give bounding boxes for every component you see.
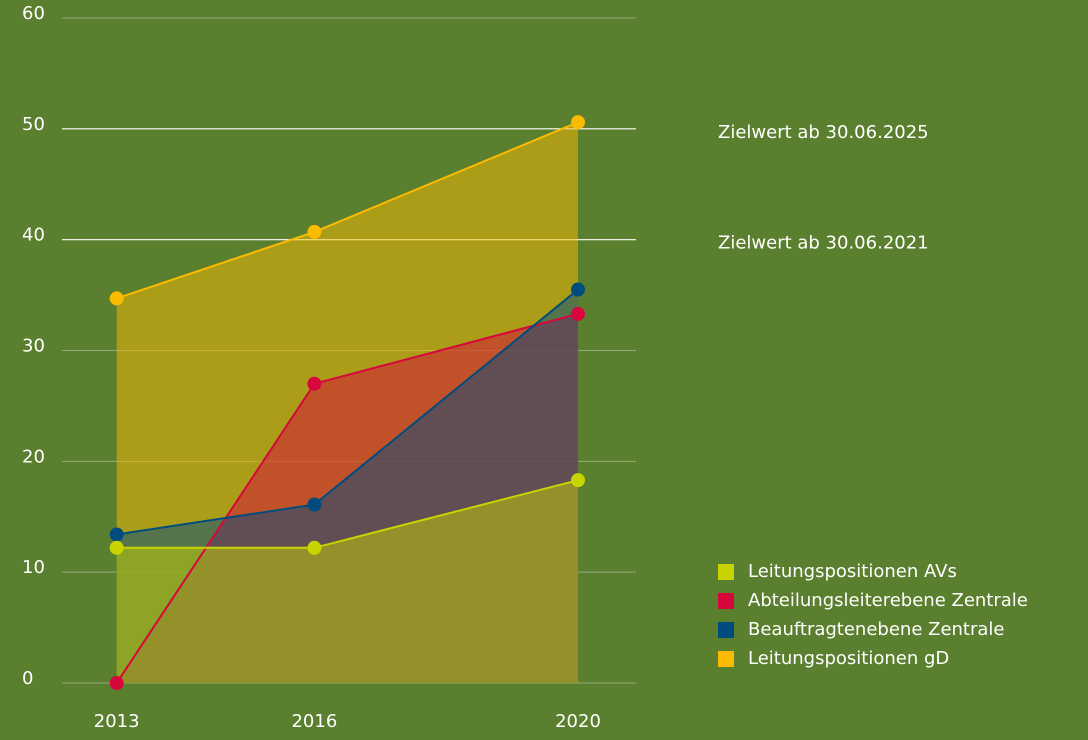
x-tick-label: 2020: [555, 711, 601, 732]
reference-label: Zielwert ab 30.06.2025: [718, 122, 929, 143]
reference-label: Zielwert ab 30.06.2021: [718, 233, 929, 254]
marker: [571, 306, 586, 321]
legend-label: Leitungspositionen gD: [748, 648, 949, 669]
x-tick-label: 2013: [94, 711, 140, 732]
marker: [307, 376, 322, 391]
marker: [307, 497, 322, 512]
marker: [571, 282, 586, 297]
y-tick-label: 20: [22, 446, 45, 467]
legend-label: Abteilungsleiterebene Zentrale: [748, 590, 1028, 611]
marker: [571, 115, 586, 130]
legend-swatch: [718, 622, 734, 638]
legend-label: Beauftragtenebene Zentrale: [748, 619, 1005, 640]
y-tick-label: 60: [22, 3, 45, 24]
marker: [307, 224, 322, 239]
x-tick-label: 2016: [291, 711, 337, 732]
marker: [571, 473, 586, 488]
legend-label: Leitungspositionen AVs: [748, 561, 957, 582]
marker: [307, 540, 322, 555]
legend-swatch: [718, 564, 734, 580]
legend-swatch: [718, 593, 734, 609]
marker: [109, 540, 124, 555]
marker: [109, 676, 124, 690]
y-tick-label: 50: [22, 114, 45, 135]
y-tick-label: 0: [22, 668, 33, 689]
marker: [109, 291, 124, 306]
marker: [109, 527, 124, 542]
legend-swatch: [718, 651, 734, 667]
y-tick-label: 40: [22, 225, 45, 246]
y-tick-label: 10: [22, 557, 45, 578]
area: [116, 480, 579, 683]
y-tick-label: 30: [22, 336, 45, 357]
